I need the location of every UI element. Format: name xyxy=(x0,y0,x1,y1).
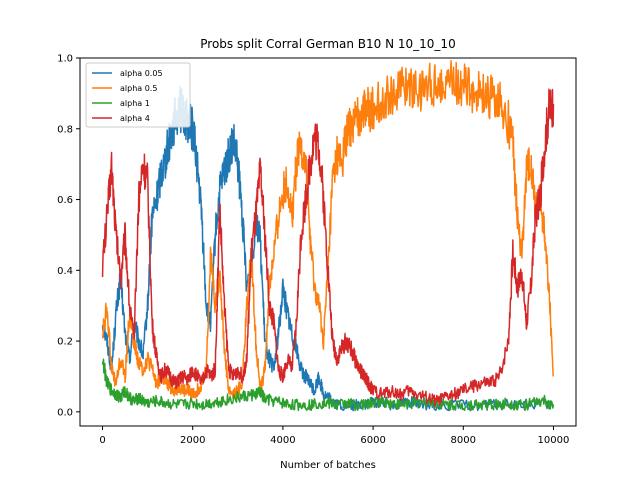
x-tick-label: 6000 xyxy=(360,435,385,446)
series-layer xyxy=(101,60,555,412)
legend-label: alpha 0.5 xyxy=(120,84,157,93)
series-line xyxy=(101,88,555,407)
x-tick-label: 8000 xyxy=(451,435,476,446)
chart-title: Probs split Corral German B10 N 10_10_10 xyxy=(200,37,455,51)
y-tick-label: 0.4 xyxy=(57,266,73,277)
y-tick-label: 0.8 xyxy=(57,124,73,135)
y-tick-label: 0.6 xyxy=(57,195,73,206)
series-line xyxy=(101,60,555,400)
y-axis-ticks: 0.0 0.2 0.4 0.6 0.8 1.0 xyxy=(57,54,80,418)
x-tick-label: 0 xyxy=(99,435,105,446)
series-line xyxy=(101,358,555,412)
legend-label: alpha 4 xyxy=(120,114,150,123)
x-axis-ticks: 0 2000 4000 6000 8000 10000 xyxy=(99,426,569,446)
legend-label: alpha 1 xyxy=(120,99,150,108)
y-tick-label: 0.0 xyxy=(57,407,73,418)
x-tick-label: 2000 xyxy=(180,435,205,446)
y-tick-label: 0.2 xyxy=(57,337,73,348)
legend-frame xyxy=(85,62,191,128)
x-tick-label: 4000 xyxy=(270,435,295,446)
legend: alpha 0.05 alpha 0.5 alpha 1 alpha 4 xyxy=(85,62,191,128)
legend-label: alpha 0.05 xyxy=(120,69,163,78)
x-axis-label: Number of batches xyxy=(280,460,376,471)
x-tick-label: 10000 xyxy=(538,435,570,446)
y-tick-label: 1.0 xyxy=(57,54,73,65)
